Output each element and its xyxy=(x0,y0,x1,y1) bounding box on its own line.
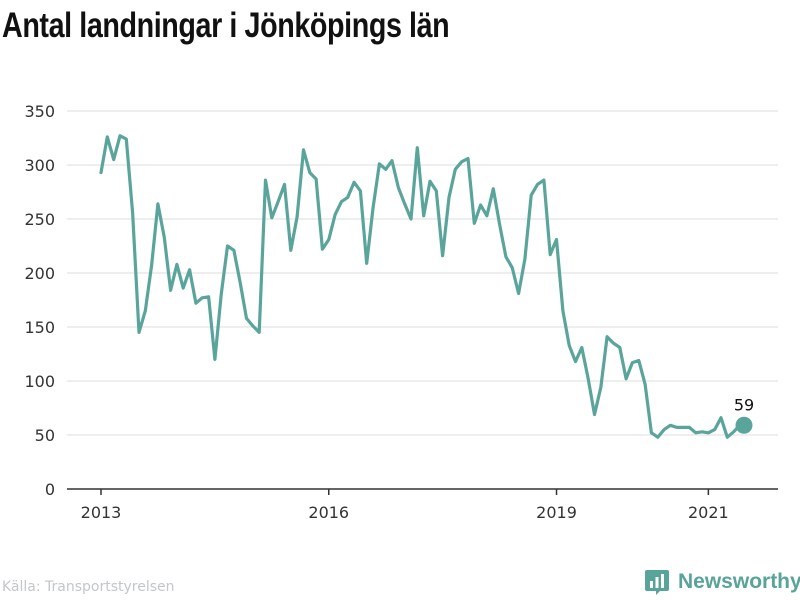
last-value-point xyxy=(735,416,753,434)
y-tick-label: 50 xyxy=(35,426,55,445)
brand-logo-group: Newsworthy xyxy=(644,568,800,596)
y-tick-label: 150 xyxy=(24,318,55,337)
x-tick-label: 2021 xyxy=(688,503,729,522)
chart-title: Antal landningar i Jönköpings län xyxy=(2,6,450,45)
y-axis-tick-labels: 0 50 100 150 200 250 300 350 xyxy=(24,102,55,499)
x-tick-label: 2013 xyxy=(81,503,122,522)
y-tick-label: 200 xyxy=(24,264,55,283)
newsworthy-logo-icon xyxy=(645,570,669,595)
last-value-label: 59 xyxy=(734,395,754,414)
series-line xyxy=(99,134,742,439)
x-tick-label: 2019 xyxy=(536,503,577,522)
y-tick-label: 100 xyxy=(24,372,55,391)
brand-name: Newsworthy xyxy=(678,570,800,593)
series-line-group xyxy=(99,134,742,439)
grid-lines xyxy=(67,110,778,436)
y-tick-label: 250 xyxy=(24,210,55,229)
y-tick-label: 350 xyxy=(24,102,55,121)
x-axis: 2013 2016 2019 2021 xyxy=(67,488,778,522)
y-tick-label: 300 xyxy=(24,156,55,175)
x-tick-label: 2016 xyxy=(308,503,349,522)
y-tick-label: 0 xyxy=(45,480,55,499)
end-marker-group: 59 xyxy=(734,395,754,434)
source-credit: Källa: Transportstyrelsen xyxy=(2,579,175,595)
